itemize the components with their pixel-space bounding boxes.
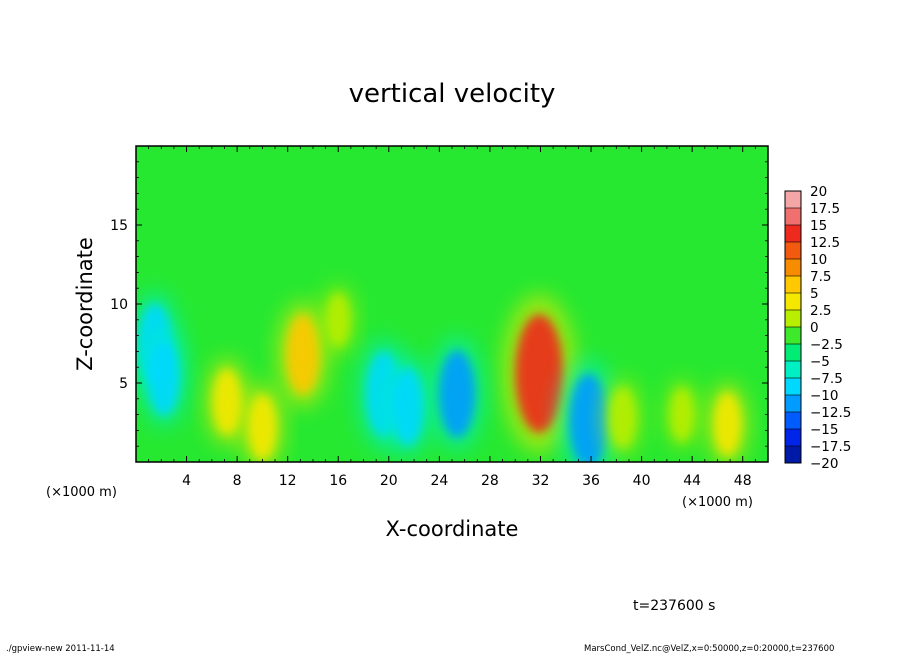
colorbar-band [785,225,801,243]
x-tick-label: 12 [279,473,297,489]
colorbar-label: −17.5 [810,439,851,455]
source-label: MarsCond_VelZ.nc@VelZ,x=0:50000,z=0:2000… [584,644,834,654]
field-feature [515,314,564,433]
x-unit-right: (×1000 m) [682,495,753,510]
colorbar-label: −12.5 [810,405,851,421]
y-axis-ticks: 5 10 15 [110,161,768,447]
colorbar-band [785,310,801,328]
x-axis-ticks: 4 8 12 16 20 24 28 32 36 40 44 48 [148,146,756,489]
colorbar-label: −15 [810,422,839,438]
x-unit-left: (×1000 m) [46,485,117,500]
colorbar-band [785,395,801,413]
colorbar-label: 10 [810,252,827,268]
field-feature [147,340,180,416]
field-feature [713,392,742,456]
colorbar-band [785,378,801,396]
x-tick-label: 24 [430,473,448,489]
colorbar-band [785,361,801,379]
field-feature [609,387,636,449]
x-tick-label: 28 [481,473,499,489]
field-feature [286,314,320,395]
colorbar-band [785,208,801,226]
colorbar-band [785,344,801,362]
colorbar-label: 7.5 [810,269,831,285]
x-tick-label: 44 [683,473,701,489]
y-tick-label: 5 [119,376,128,392]
colorbar-band [785,191,801,209]
y-tick-label: 15 [110,218,128,234]
colorbar: 2017.51512.5107.552.50−2.5−5−7.5−10−12.5… [784,184,851,472]
colorbar-label: −2.5 [810,337,843,353]
colorbar-label: 2.5 [810,303,831,319]
x-tick-label: 16 [329,473,347,489]
x-tick-label: 40 [633,473,651,489]
x-tick-label: 8 [233,473,242,489]
colorbar-label: 17.5 [810,201,840,217]
colorbar-label: −7.5 [810,371,843,387]
x-tick-label: 20 [380,473,398,489]
field-feature [670,387,694,442]
field-feature [248,394,277,461]
colorbar-band [785,242,801,260]
field-feature [438,350,476,438]
colorbar-band [785,259,801,277]
colorbar-label: 15 [810,218,827,234]
field-feature [212,369,242,435]
colorbar-label: 5 [810,286,819,302]
program-label: ./gpview-new 2011-11-14 [6,644,115,654]
colorbar-band [785,293,801,311]
x-tick-label: 4 [182,473,191,489]
colorbar-band [785,412,801,430]
y-axis-label: Z-coordinate [73,237,97,371]
x-axis-label: X-coordinate [386,517,519,541]
field-feature [569,373,608,462]
colorbar-label: 12.5 [810,235,840,251]
velocity-field [136,283,750,462]
plot-area [136,146,768,462]
field-feature [326,293,351,347]
colorbar-band [785,429,801,447]
colorbar-band [785,327,801,345]
time-label: t=237600 s [633,598,715,614]
colorbar-band [785,446,801,464]
colorbar-label: −5 [810,354,830,370]
colorbar-label: −20 [810,456,839,472]
colorbar-label: −10 [810,388,839,404]
field-feature [391,367,425,446]
colorbar-band [785,276,801,294]
x-tick-label: 36 [582,473,600,489]
colorbar-label: 20 [810,184,827,200]
x-tick-label: 48 [734,473,752,489]
chart-title: vertical velocity [349,79,556,109]
x-tick-label: 32 [532,473,550,489]
colorbar-label: 0 [810,320,819,336]
y-tick-label: 10 [110,297,128,313]
